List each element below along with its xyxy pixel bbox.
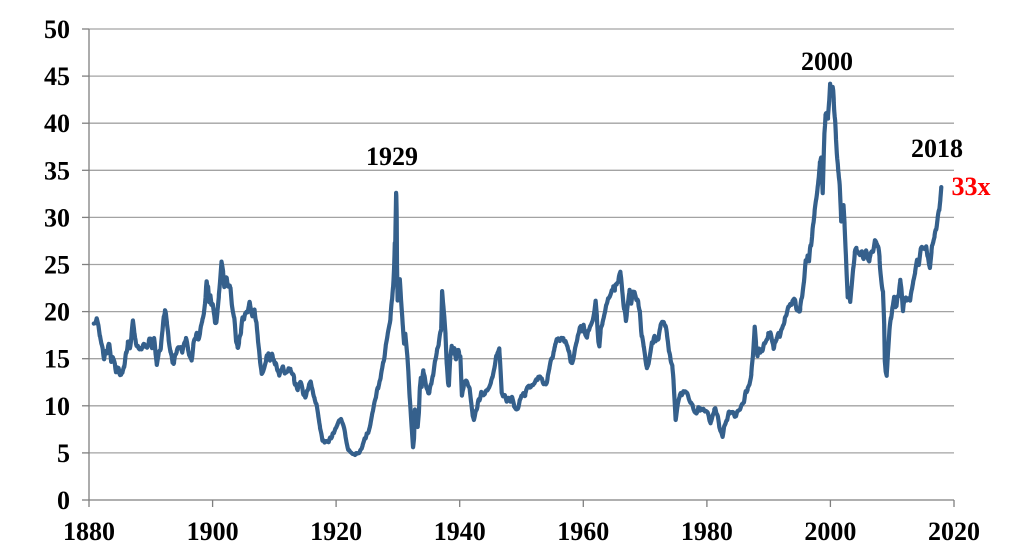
svg-text:1960: 1960 [557, 517, 609, 546]
svg-text:45: 45 [44, 62, 70, 91]
svg-text:1880: 1880 [63, 517, 115, 546]
svg-text:2000: 2000 [801, 47, 853, 76]
svg-text:1940: 1940 [434, 517, 486, 546]
svg-text:2000: 2000 [804, 517, 856, 546]
svg-text:15: 15 [44, 345, 70, 374]
svg-text:30: 30 [44, 203, 70, 232]
svg-text:40: 40 [44, 109, 70, 138]
svg-text:35: 35 [44, 156, 70, 185]
svg-text:1980: 1980 [681, 517, 733, 546]
svg-text:1920: 1920 [310, 517, 362, 546]
svg-text:20: 20 [44, 298, 70, 327]
svg-text:25: 25 [44, 251, 70, 280]
svg-text:50: 50 [44, 15, 70, 44]
svg-text:5: 5 [57, 439, 70, 468]
svg-text:0: 0 [57, 486, 70, 515]
svg-text:2018: 2018 [911, 134, 963, 163]
svg-text:33x: 33x [952, 172, 991, 201]
svg-text:10: 10 [44, 392, 70, 421]
svg-text:2020: 2020 [928, 517, 980, 546]
svg-text:1929: 1929 [366, 142, 418, 171]
svg-text:1900: 1900 [187, 517, 239, 546]
